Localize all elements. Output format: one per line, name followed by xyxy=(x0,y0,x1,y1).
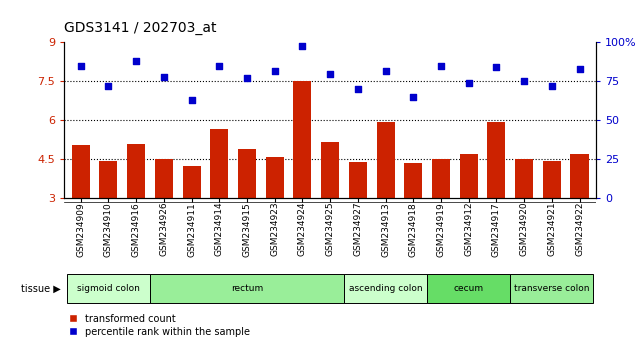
Point xyxy=(519,79,529,84)
Bar xyxy=(238,149,256,198)
Text: GSM234913: GSM234913 xyxy=(381,202,390,257)
Text: sigmoid colon: sigmoid colon xyxy=(77,284,140,293)
Bar xyxy=(72,145,90,198)
FancyBboxPatch shape xyxy=(150,274,344,303)
Bar xyxy=(183,166,201,198)
Text: ascending colon: ascending colon xyxy=(349,284,422,293)
Point xyxy=(491,64,501,70)
Text: cecum: cecum xyxy=(454,284,484,293)
Text: GSM234922: GSM234922 xyxy=(575,202,584,256)
Text: GSM234919: GSM234919 xyxy=(437,202,445,257)
Bar xyxy=(376,122,395,198)
Point xyxy=(380,68,390,73)
Bar xyxy=(487,122,505,198)
Point xyxy=(547,83,557,89)
Text: tissue ▶: tissue ▶ xyxy=(21,284,61,293)
Bar xyxy=(294,81,312,198)
Bar xyxy=(543,161,561,198)
Point xyxy=(436,63,446,69)
Point xyxy=(187,97,197,103)
Point xyxy=(353,86,363,92)
Text: GSM234920: GSM234920 xyxy=(520,202,529,256)
Point xyxy=(159,74,169,80)
Bar xyxy=(265,157,284,198)
Text: GSM234927: GSM234927 xyxy=(353,202,362,256)
FancyBboxPatch shape xyxy=(427,274,510,303)
Text: GSM234909: GSM234909 xyxy=(76,202,85,257)
Text: GSM234921: GSM234921 xyxy=(547,202,556,256)
Text: GSM234923: GSM234923 xyxy=(271,202,279,256)
Point xyxy=(297,43,308,48)
FancyBboxPatch shape xyxy=(344,274,427,303)
Point xyxy=(270,68,280,73)
Bar xyxy=(99,161,117,198)
Text: GSM234911: GSM234911 xyxy=(187,202,196,257)
Text: GSM234916: GSM234916 xyxy=(131,202,140,257)
Point xyxy=(408,94,419,100)
Bar xyxy=(460,154,478,198)
Text: GSM234924: GSM234924 xyxy=(298,202,307,256)
Text: GSM234918: GSM234918 xyxy=(409,202,418,257)
Text: GSM234917: GSM234917 xyxy=(492,202,501,257)
Bar xyxy=(515,159,533,198)
Bar xyxy=(570,154,588,198)
Bar xyxy=(432,159,450,198)
Point xyxy=(463,80,474,86)
Text: GSM234926: GSM234926 xyxy=(160,202,169,256)
Text: GSM234910: GSM234910 xyxy=(104,202,113,257)
Point xyxy=(76,63,86,69)
Text: GSM234914: GSM234914 xyxy=(215,202,224,256)
Point xyxy=(325,71,335,76)
FancyBboxPatch shape xyxy=(510,274,594,303)
Bar xyxy=(404,163,422,198)
Point xyxy=(574,66,585,72)
Text: transverse colon: transverse colon xyxy=(514,284,590,293)
Legend: transformed count, percentile rank within the sample: transformed count, percentile rank withi… xyxy=(69,314,249,337)
Text: GDS3141 / 202703_at: GDS3141 / 202703_at xyxy=(64,21,217,35)
Point xyxy=(103,83,113,89)
Point xyxy=(214,63,224,69)
Text: rectum: rectum xyxy=(231,284,263,293)
Bar xyxy=(210,130,228,198)
Text: GSM234915: GSM234915 xyxy=(242,202,251,257)
Text: GSM234912: GSM234912 xyxy=(464,202,473,256)
Bar xyxy=(349,162,367,198)
Bar xyxy=(155,159,173,198)
FancyBboxPatch shape xyxy=(67,274,150,303)
Point xyxy=(131,58,141,64)
Bar xyxy=(127,144,145,198)
Point xyxy=(242,75,252,81)
Text: GSM234925: GSM234925 xyxy=(326,202,335,256)
Bar xyxy=(321,142,339,198)
